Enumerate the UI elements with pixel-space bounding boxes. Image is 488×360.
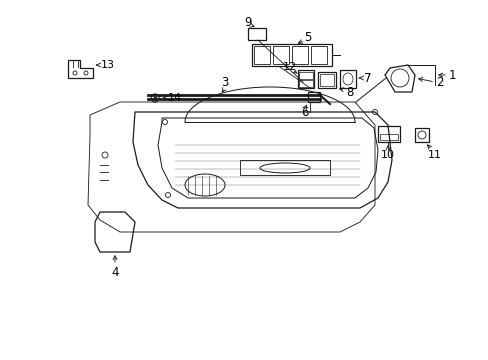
Text: 8: 8 <box>346 86 353 99</box>
Bar <box>414 128 428 142</box>
Bar <box>307 92 319 102</box>
Text: 5: 5 <box>304 31 311 44</box>
Bar <box>379 134 397 140</box>
Bar <box>339 70 355 88</box>
Bar <box>319 74 333 86</box>
Text: 7: 7 <box>364 72 371 85</box>
Bar <box>253 46 269 64</box>
Bar <box>298 80 312 87</box>
Text: 14: 14 <box>167 93 182 103</box>
Text: 11: 11 <box>427 150 441 160</box>
Text: 9: 9 <box>244 15 251 28</box>
Text: 13: 13 <box>101 60 115 70</box>
Bar <box>298 72 312 79</box>
Text: 6: 6 <box>301 105 308 118</box>
Text: 4: 4 <box>111 266 119 279</box>
Bar <box>310 46 326 64</box>
Text: 1: 1 <box>447 68 455 81</box>
Text: 12: 12 <box>283 62 296 72</box>
Text: 2: 2 <box>435 76 443 89</box>
Text: 10: 10 <box>380 150 394 160</box>
Bar <box>272 46 288 64</box>
Text: 3: 3 <box>221 76 228 89</box>
Bar <box>291 46 307 64</box>
Bar <box>317 72 335 88</box>
